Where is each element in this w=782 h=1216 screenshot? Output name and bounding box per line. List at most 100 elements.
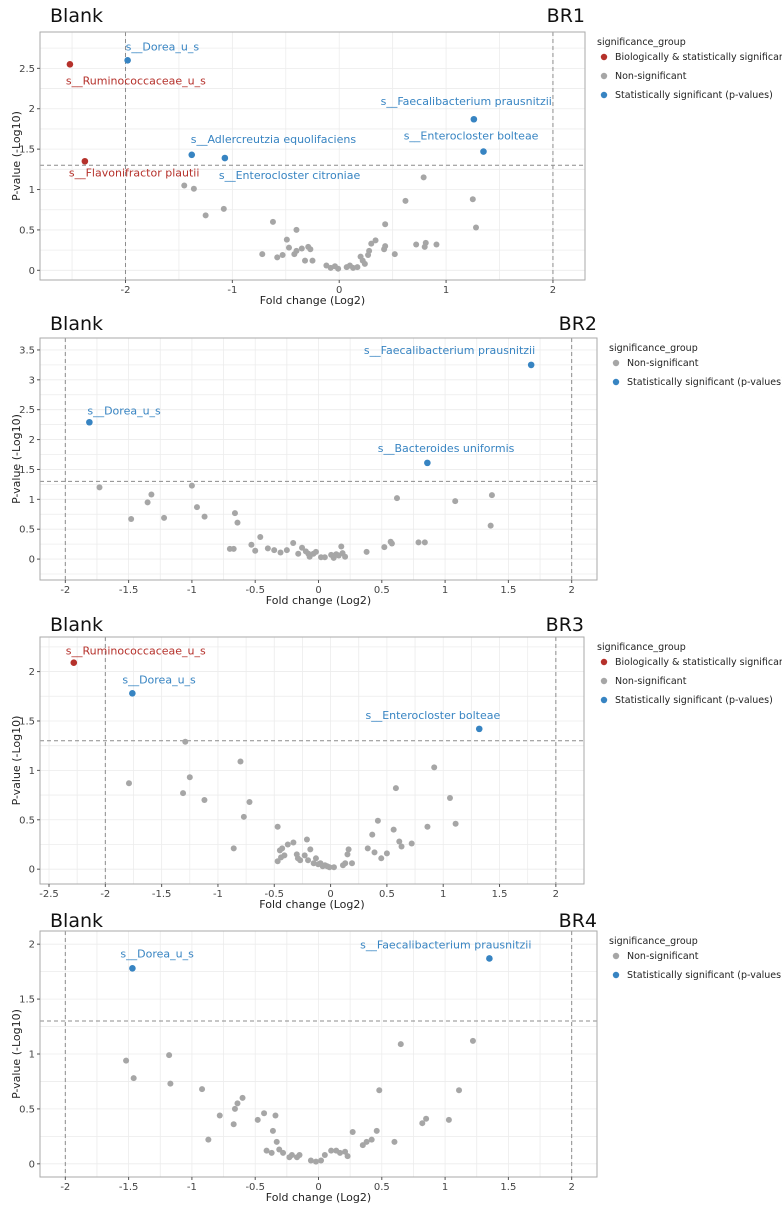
legend-marker: [600, 658, 608, 666]
nonsignificant-point: [230, 845, 237, 852]
point-label: s__Dorea_u_s: [87, 404, 161, 417]
nonsignificant-point: [188, 482, 195, 489]
nonsignificant-point: [312, 548, 319, 555]
nonsignificant-point: [230, 1121, 237, 1128]
nonsignificant-point: [234, 1100, 241, 1107]
y-tick-label: 0: [29, 1159, 35, 1170]
nonsignificant-point: [167, 1080, 174, 1087]
labeled-point: [221, 154, 229, 162]
point-label: s__Enterocloster citroniae: [219, 169, 361, 182]
nonsignificant-point: [290, 539, 297, 546]
point-label: s__Dorea_u_s: [126, 40, 200, 53]
nonsignificant-point: [284, 841, 291, 848]
nonsignificant-point: [372, 237, 379, 244]
labeled-point: [527, 361, 535, 369]
nonsignificant-point: [248, 541, 255, 548]
x-tick-label: -1.5: [119, 1182, 139, 1193]
labeled-point: [188, 151, 196, 159]
nonsignificant-point: [487, 522, 494, 529]
y-tick-label: 2: [29, 435, 35, 446]
nonsignificant-point: [392, 785, 399, 792]
x-tick-label: 1.5: [500, 1182, 516, 1193]
nonsignificant-point: [398, 843, 405, 850]
nonsignificant-point: [252, 547, 259, 554]
x-tick-label: -2: [120, 285, 130, 296]
nonsignificant-point: [263, 1147, 270, 1154]
nonsignificant-point: [274, 823, 281, 830]
nonsignificant-point: [368, 1136, 375, 1143]
labeled-point: [86, 418, 93, 426]
nonsignificant-point: [293, 226, 300, 233]
nonsignificant-point: [396, 838, 403, 845]
point-label: s__Faecalibacterium prausnitzii: [360, 938, 531, 951]
nonsignificant-point: [257, 533, 264, 540]
x-axis-title: Fold change (Log2): [260, 294, 365, 307]
nonsignificant-point: [283, 236, 290, 243]
labeled-point: [66, 61, 74, 68]
nonsignificant-point: [237, 758, 244, 765]
volcano-panel-4: s__Dorea_u_s s__Faecalibacterium prausnit…: [10, 910, 782, 1204]
legend: significance_group Non-significant Statist…: [609, 936, 782, 981]
nonsignificant-point: [273, 1138, 280, 1145]
nonsignificant-point: [190, 185, 197, 192]
nonsignificant-point: [148, 491, 155, 498]
x-tick-label: 0.5: [374, 585, 390, 596]
nonsignificant-point: [259, 251, 266, 258]
nonsignificant-point: [419, 1120, 426, 1127]
legend-label: Non-significant: [627, 951, 699, 962]
nonsignificant-point: [202, 212, 209, 219]
x-tick-label: 0: [315, 1182, 321, 1193]
nonsignificant-point: [335, 265, 342, 272]
legend-label: Non-significant: [627, 358, 699, 369]
point-label: s__Dorea_u_s: [120, 947, 194, 960]
nonsignificant-point: [376, 1087, 383, 1094]
nonsignificant-point: [271, 547, 278, 554]
legend-label: Statistically significant (p-values): [627, 970, 782, 981]
point-label: s__Bacteroides uniformis: [378, 442, 515, 455]
x-tick-label: 0.5: [379, 889, 395, 900]
x-axis-title: Fold change (Log2): [259, 898, 364, 911]
nonsignificant-point: [305, 857, 312, 864]
y-tick-label: 0.5: [19, 1104, 35, 1115]
y-tick-label: 0.5: [19, 525, 35, 536]
nonsignificant-point: [431, 764, 438, 771]
y-tick-label: 2: [29, 667, 35, 678]
nonsignificant-point: [280, 1149, 287, 1156]
nonsignificant-point: [264, 545, 271, 552]
labeled-point: [480, 148, 487, 155]
plot-background: [40, 637, 584, 884]
labeled-point: [129, 965, 136, 972]
nonsignificant-point: [261, 1110, 268, 1117]
y-tick-label: 0: [29, 555, 35, 566]
nonsignificant-point: [302, 257, 309, 264]
nonsignificant-point: [345, 846, 352, 853]
nonsignificant-point: [381, 544, 388, 551]
legend-title: significance_group: [609, 343, 698, 354]
nonsignificant-point: [240, 813, 247, 820]
nonsignificant-point: [473, 224, 479, 231]
comparison-right-label: BR2: [559, 313, 597, 335]
comparison-left-label: Blank: [50, 5, 103, 27]
y-axis-title: P-value (-Log10): [10, 716, 23, 806]
comparison-left-label: Blank: [50, 313, 103, 335]
nonsignificant-point: [422, 239, 429, 246]
nonsignificant-point: [312, 855, 319, 862]
nonsignificant-point: [161, 514, 168, 521]
legend-marker: [612, 971, 620, 979]
labeled-point: [475, 725, 483, 733]
nonsignificant-point: [344, 851, 351, 858]
nonsignificant-point: [182, 738, 189, 745]
y-tick-label: 1.5: [19, 716, 35, 727]
point-label: s__Adlercreutzia equolifaciens: [191, 133, 357, 146]
legend: significance_group Non-significant Statist…: [609, 343, 782, 388]
nonsignificant-point: [456, 1087, 463, 1094]
point-label: s__Ruminococcaceae_u_s: [66, 74, 206, 87]
x-tick-label: 1: [442, 585, 448, 596]
nonsignificant-point: [326, 864, 333, 871]
labeled-point: [424, 459, 431, 467]
nonsignificant-point: [364, 845, 371, 852]
nonsignificant-point: [363, 548, 370, 555]
nonsignificant-point: [125, 780, 132, 787]
legend-marker: [600, 91, 608, 99]
